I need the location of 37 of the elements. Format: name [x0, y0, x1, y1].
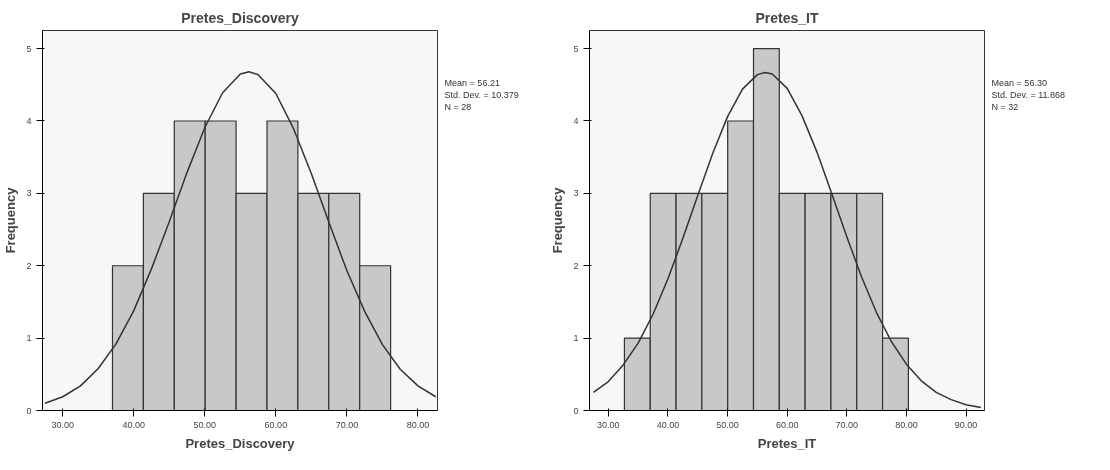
- chart-title: Pretes_Discovery: [181, 9, 299, 26]
- y-tick-label: 0: [573, 405, 579, 416]
- y-tick-label: 5: [26, 43, 32, 54]
- x-axis-title: Pretes_IT: [757, 435, 817, 451]
- text: Mean = 56.30: [991, 78, 1047, 89]
- x-tick-label: 30.00: [51, 419, 75, 430]
- y-tick-label: 1: [26, 333, 32, 344]
- y-tick-label: 5: [573, 43, 579, 54]
- x-tick-label: 80.00: [895, 419, 918, 430]
- x-tick-label: 40.00: [122, 419, 146, 430]
- x-tick-label: 80.00: [406, 419, 430, 430]
- text: Std. Dev. = 10.379: [444, 90, 519, 101]
- text: N = 32: [991, 101, 1019, 112]
- x-tick-label: 50.00: [193, 419, 217, 430]
- y-tick-label: 3: [573, 188, 579, 199]
- x-tick-label: 70.00: [335, 419, 359, 430]
- x-tick-label: 60.00: [775, 419, 799, 430]
- y-tick-label: 4: [26, 115, 32, 126]
- text: N = 28: [444, 101, 472, 112]
- x-tick-label: 60.00: [264, 419, 288, 430]
- x-tick-label: 50.00: [716, 419, 739, 430]
- y-tick-label: 4: [573, 115, 579, 126]
- y-tick-label: 1: [573, 333, 579, 344]
- y-axis-title: Frequency: [3, 186, 19, 254]
- chart-title: Pretes_IT: [755, 9, 819, 26]
- x-tick-label: 40.00: [656, 419, 680, 430]
- y-tick-label: 3: [26, 188, 32, 199]
- y-tick-label: 2: [573, 260, 579, 271]
- y-tick-label: 0: [26, 405, 32, 416]
- x-tick-label: 70.00: [835, 419, 859, 430]
- x-axis-title: Pretes_Discovery: [185, 435, 296, 451]
- text: Std. Dev. = 11.868: [991, 90, 1066, 101]
- x-tick-label: 90.00: [954, 419, 978, 430]
- y-axis-title: Frequency: [550, 186, 566, 254]
- text: Mean = 56.21: [444, 78, 500, 89]
- y-tick-label: 2: [26, 260, 32, 271]
- x-tick-label: 30.00: [597, 419, 620, 430]
